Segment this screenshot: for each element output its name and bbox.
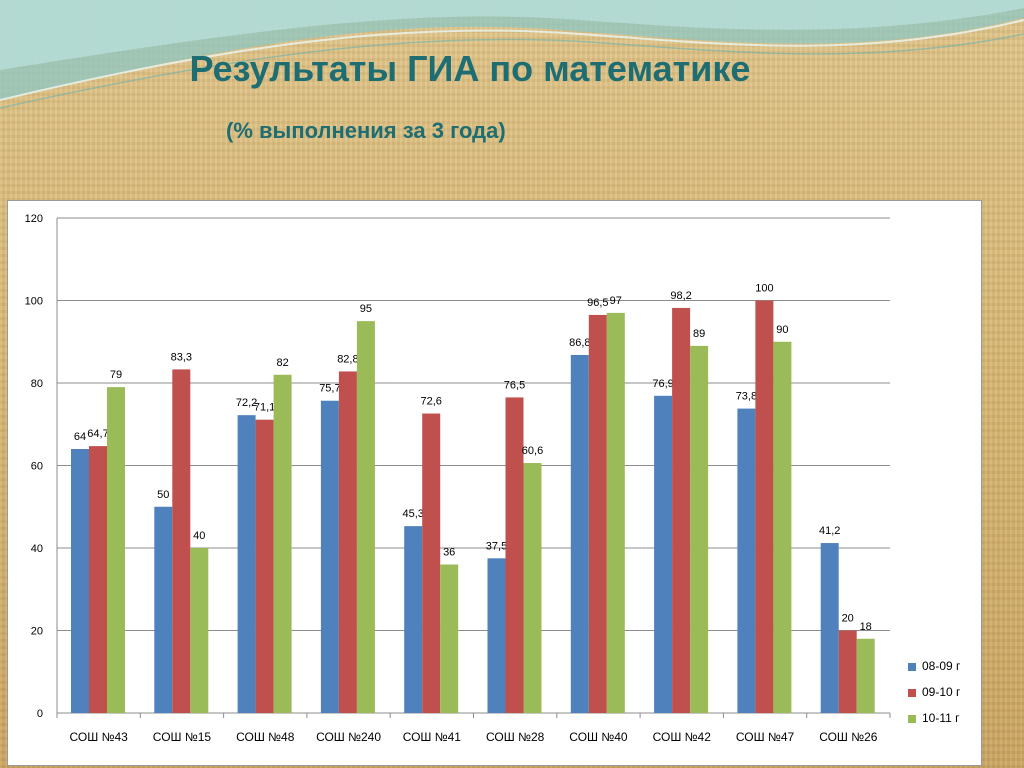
x-tick-label: СОШ №43 bbox=[70, 730, 129, 744]
legend-swatch bbox=[908, 663, 916, 671]
bar bbox=[856, 638, 875, 713]
y-tick-label: 60 bbox=[31, 461, 43, 473]
x-tick-label: СОШ №26 bbox=[819, 730, 878, 744]
y-tick-label: 80 bbox=[31, 378, 43, 390]
bar bbox=[773, 341, 792, 713]
data-label: 100 bbox=[755, 283, 773, 295]
y-tick-label: 0 bbox=[37, 708, 43, 720]
x-tick-label: СОШ №40 bbox=[569, 730, 628, 744]
data-label: 20 bbox=[842, 613, 854, 625]
page-title: Результаты ГИА по математике bbox=[189, 48, 751, 89]
bar bbox=[107, 387, 125, 713]
data-label: 72,2 bbox=[236, 397, 257, 409]
chart-area: 0 20 40 60 80 100 120 СОШ №43 64 64,7 79 СОШ №15 50 8… bbox=[7, 200, 982, 766]
legend-label: 08-09 г bbox=[922, 659, 961, 673]
bar bbox=[505, 397, 524, 713]
bar bbox=[690, 345, 709, 713]
data-label: 89 bbox=[693, 328, 705, 340]
y-tick-label: 20 bbox=[31, 626, 43, 638]
data-label: 90 bbox=[776, 324, 788, 336]
bar bbox=[190, 548, 209, 713]
bar bbox=[320, 400, 339, 713]
legend-item: 08-09 г bbox=[900, 657, 980, 683]
bar bbox=[440, 564, 459, 713]
x-tick-label: СОШ №42 bbox=[653, 730, 712, 744]
x-tick-label: СОШ №28 bbox=[486, 730, 545, 744]
data-label: 79 bbox=[110, 369, 122, 381]
wave-decoration bbox=[0, 0, 1024, 109]
legend-item: 10-11 г bbox=[900, 709, 980, 735]
data-label: 86,8 bbox=[569, 337, 590, 349]
bar bbox=[338, 371, 357, 713]
data-label: 82 bbox=[276, 357, 288, 369]
bar bbox=[89, 446, 107, 713]
x-tick-label: СОШ №41 bbox=[403, 730, 462, 744]
bar bbox=[404, 526, 423, 713]
legend-label: 09-10 г bbox=[922, 685, 961, 699]
bar bbox=[755, 300, 774, 713]
data-label: 45,3 bbox=[402, 508, 423, 520]
bar bbox=[487, 558, 506, 713]
y-tick-label: 100 bbox=[25, 296, 43, 308]
bar bbox=[154, 506, 173, 713]
x-tick-label: СОШ №15 bbox=[153, 730, 212, 744]
bar-chart: 0 20 40 60 80 100 120 СОШ №43 64 64,7 79 СОШ №15 50 8… bbox=[25, 213, 891, 744]
data-label: 41,2 bbox=[819, 525, 840, 537]
x-tick-label: СОШ №240 bbox=[316, 730, 381, 744]
bar bbox=[356, 321, 375, 713]
bar bbox=[654, 395, 673, 713]
data-label: 97 bbox=[610, 295, 622, 307]
bar bbox=[255, 419, 274, 713]
bar bbox=[737, 408, 756, 713]
x-tick-label: СОШ №48 bbox=[236, 730, 295, 744]
data-label: 98,2 bbox=[670, 290, 691, 302]
y-tick-label: 40 bbox=[31, 543, 43, 555]
legend-swatch bbox=[908, 715, 916, 723]
data-label: 64 bbox=[74, 431, 86, 443]
data-label: 37,5 bbox=[486, 540, 507, 552]
page-subtitle: (% выполнения за 3 года) bbox=[226, 118, 506, 143]
bar bbox=[606, 312, 625, 713]
bar bbox=[71, 449, 89, 713]
data-label: 83,3 bbox=[171, 351, 192, 363]
data-label: 72,6 bbox=[420, 396, 441, 408]
data-label: 73,8 bbox=[736, 391, 757, 403]
bar bbox=[820, 543, 839, 713]
bar bbox=[273, 374, 292, 713]
data-label: 75,7 bbox=[319, 383, 340, 395]
data-label: 40 bbox=[193, 530, 205, 542]
bar bbox=[422, 413, 441, 713]
chart-legend: 08-09 г 09-10 г 10-11 г bbox=[900, 657, 980, 735]
legend-swatch bbox=[908, 689, 916, 697]
bar bbox=[570, 354, 589, 713]
data-label: 71,1 bbox=[254, 402, 275, 414]
x-tick-label: СОШ №47 bbox=[736, 730, 795, 744]
data-label: 36 bbox=[443, 547, 455, 559]
y-tick-label: 120 bbox=[25, 213, 43, 225]
bar bbox=[172, 369, 191, 713]
bar bbox=[523, 463, 542, 713]
data-label: 64,7 bbox=[87, 428, 108, 440]
legend-item: 09-10 г bbox=[900, 683, 980, 709]
data-label: 96,5 bbox=[587, 297, 608, 309]
data-label: 50 bbox=[157, 489, 169, 501]
data-label: 18 bbox=[860, 621, 872, 633]
data-label: 76,9 bbox=[652, 378, 673, 390]
data-label: 60,6 bbox=[522, 445, 543, 457]
data-label: 76,5 bbox=[504, 379, 525, 391]
data-label: 82,8 bbox=[337, 353, 358, 365]
bar bbox=[588, 314, 607, 713]
data-label: 95 bbox=[360, 303, 372, 315]
bar bbox=[672, 307, 691, 713]
legend-label: 10-11 г bbox=[922, 711, 960, 725]
bar bbox=[237, 415, 256, 713]
bar bbox=[838, 630, 857, 713]
